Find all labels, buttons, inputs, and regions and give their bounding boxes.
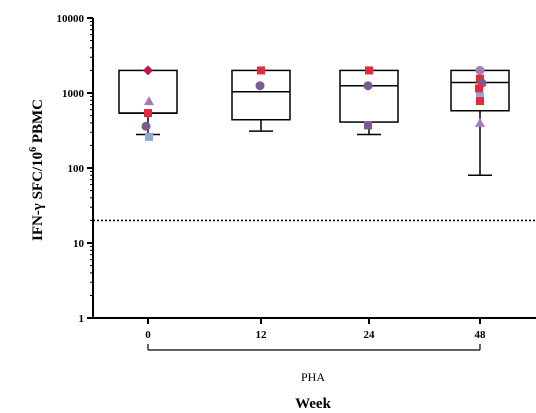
y-tick-label: 1000 [62, 88, 85, 100]
data-point-square [145, 133, 153, 141]
data-point-circle [476, 66, 485, 75]
y-axis-label-end: PBMC [30, 99, 46, 147]
y-tick-label: 10 [73, 238, 85, 250]
data-point-square [364, 121, 372, 129]
data-point-square [476, 97, 484, 105]
data-point-circle [256, 81, 265, 90]
x-tick-label: 24 [364, 329, 376, 341]
box-rect [119, 70, 177, 113]
data-point-triangle [144, 96, 154, 105]
y-axis-label-main: IFN-γ SFC/10 [30, 152, 46, 241]
svg-text:IFN-γ SFC/106 PBMC: IFN-γ SFC/106 PBMC [28, 99, 46, 241]
box-rect [340, 70, 398, 122]
x-axis-label: Week [295, 396, 331, 412]
x-tick-label: 48 [475, 329, 487, 341]
y-tick-label: 1 [79, 313, 85, 325]
box-rect [232, 70, 290, 119]
data-point-square [365, 66, 373, 74]
x-tick-label: 12 [256, 329, 268, 341]
y-tick-label: 100 [68, 163, 85, 175]
group-label: PHA [301, 370, 325, 384]
data-point-square [475, 84, 483, 92]
data-point-triangle [475, 118, 485, 127]
y-tick-label: 10000 [57, 13, 85, 25]
x-tick-label: 0 [145, 329, 151, 341]
y-axis-label: IFN-γ SFC/106 PBMC [28, 99, 46, 241]
data-point-square [144, 109, 152, 117]
data-point-square [257, 66, 265, 74]
data-point-circle [142, 122, 151, 131]
data-point-circle [364, 81, 373, 90]
data-point-diamond [143, 65, 153, 75]
